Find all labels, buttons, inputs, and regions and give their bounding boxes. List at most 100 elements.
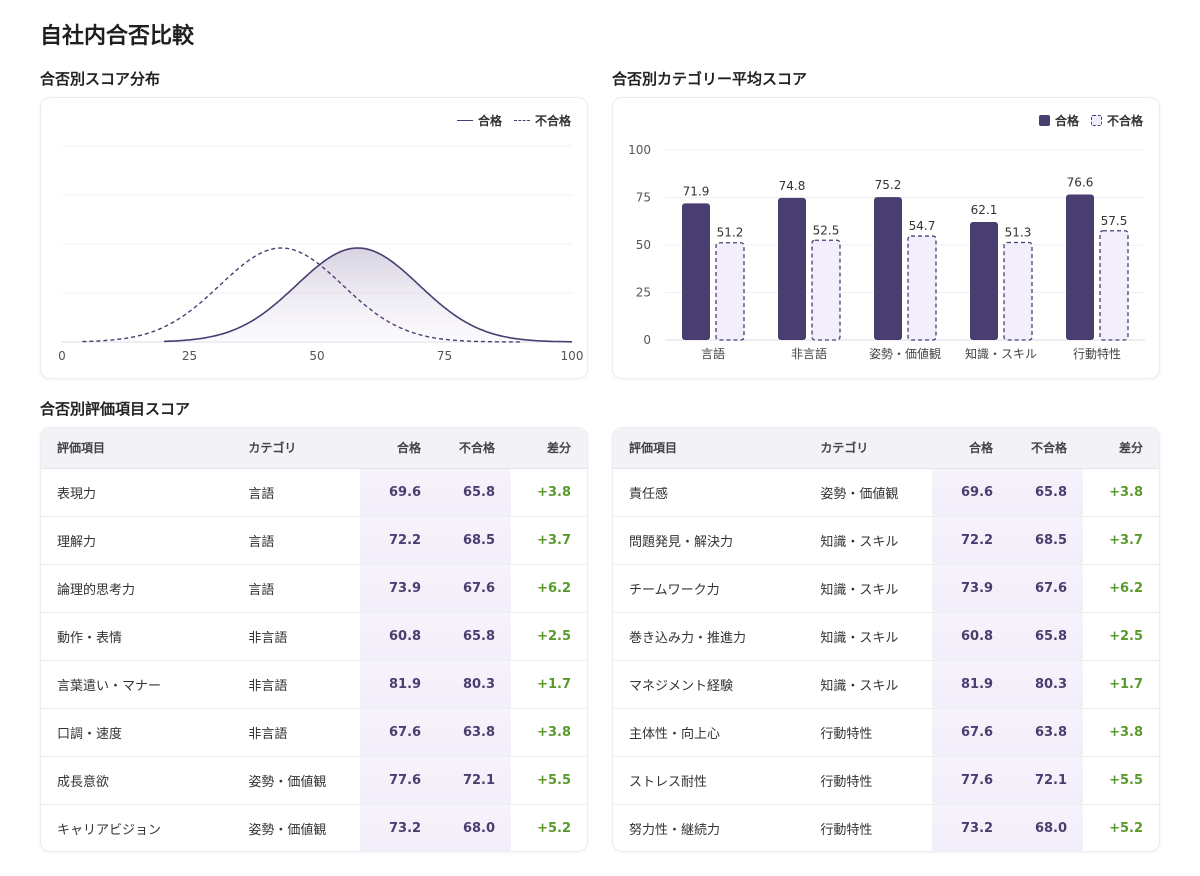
legend-item-fail[interactable]: 不合格 [513,112,571,129]
table-row: 理解力 言語 72.2 68.5 +3.7 [41,516,587,565]
bar-value-label-pass: 71.9 [683,184,710,198]
table-row: 表現力 言語 69.6 65.8 +3.8 [41,468,587,517]
header-diff[interactable]: 差分 [1083,428,1159,469]
header-pass[interactable]: 合格 [932,428,1010,469]
x-tick-label: 0 [58,349,66,363]
bar-legend-item-fail[interactable]: 不合格 [1090,112,1143,129]
header-fail[interactable]: 不合格 [1009,428,1084,469]
cell-pass: 81.9 [932,660,1010,709]
y-tick-label: 50 [636,238,651,252]
table-section-title: 合否別評価項目スコア [40,400,191,418]
bar-fail[interactable] [715,242,745,341]
cell-pass: 69.6 [360,468,438,517]
cell-fail: 68.5 [437,516,512,565]
filled-box-swatch-icon [1038,115,1050,126]
bar-pass[interactable] [778,197,806,340]
distribution-legend: 合格 不合格 [456,112,571,129]
cell-diff: +2.5 [1083,612,1159,661]
cell-pass: 73.9 [360,564,438,613]
legend-label-pass: 合格 [477,114,502,128]
bar-fail[interactable] [1003,241,1033,341]
cell-diff: +6.2 [1083,564,1159,613]
x-tick-label: 100 [561,349,584,363]
cell-category: 知識・スキル [804,564,933,613]
cell-pass: 77.6 [932,756,1010,805]
table-row: 巻き込み力・推進力 知識・スキル 60.8 65.8 +2.5 [613,612,1159,661]
cell-category: 言語 [232,564,361,613]
cell-category: 言語 [232,468,361,517]
table-row: キャリアビジョン 姿勢・価値観 73.2 68.0 +5.2 [41,804,587,851]
cell-item: 責任感 [613,468,805,517]
cell-item: マネジメント経験 [613,660,805,709]
cell-fail: 72.1 [437,756,512,805]
score-table-right-card: 評価項目 カテゴリ 合格 不合格 差分 責任感 姿勢・価値観 69.6 65.8 +3.… [612,427,1160,852]
cell-category: 行動特性 [820,822,873,838]
cell-pass: 73.9 [932,564,1010,613]
bar-legend-item-pass[interactable]: 合格 [1038,112,1079,129]
cell-pass: 67.6 [932,708,1010,757]
bar-fail[interactable] [1099,230,1129,341]
cell-diff: +5.5 [511,756,587,805]
page-title: 自社内合否比較 [40,24,195,49]
y-tick-label: 0 [643,333,651,347]
cell-diff: +5.2 [1109,820,1143,836]
bar-value-label-fail: 51.2 [717,226,744,240]
y-tick-label: 100 [628,143,651,157]
cell-pass: 81.9 [360,660,438,709]
bar-pass[interactable] [874,197,902,340]
legend-item-pass[interactable]: 合格 [456,112,502,129]
cell-item: 努力性・継続力 [629,822,721,838]
cell-fail: 67.6 [1009,564,1084,613]
bar-fail[interactable] [811,239,841,341]
x-tick-label: 75 [437,349,452,363]
bar-chart: 0 25 50 75 100 71.9 51.2 言語 74.8 52.5 非言語 75.2 54.7… [628,143,1145,361]
bar-value-label-fail: 51.3 [1005,226,1032,240]
bar-value-label-pass: 75.2 [875,178,902,192]
score-table-left: 評価項目 カテゴリ 合格 不合格 差分 表現力 言語 69.6 65.8 +3.8 理解力… [41,428,587,851]
cell-category: 知識・スキル [804,660,933,709]
bar-chart-card: 合格 不合格 0 25 50 75 100 71.9 51.2 言語 74.8 52.5 非言語 7… [612,97,1160,379]
table-header-row: 評価項目 カテゴリ 合格 不合格 差分 [613,428,1159,469]
cell-diff: +3.8 [511,468,587,517]
category-tick-label: 行動特性 [1073,346,1121,361]
cell-pass: 72.2 [360,516,438,565]
cell-diff: +3.7 [1083,516,1159,565]
cell-diff: +5.2 [537,820,571,836]
cell-fail: 65.8 [1009,468,1084,517]
bar-fail[interactable] [907,235,937,341]
header-pass[interactable]: 合格 [360,428,438,469]
cell-category: 知識・スキル [804,516,933,565]
cell-category: 姿勢・価値観 [248,822,327,838]
header-item[interactable]: 評価項目 [613,428,805,469]
dashed-box-swatch-icon [1090,115,1102,126]
bar-legend-label-pass: 合格 [1054,114,1079,128]
bar-section-title: 合否別カテゴリー平均スコア [612,70,808,88]
cell-pass: 60.8 [360,612,438,661]
bar-value-label-fail: 52.5 [813,223,840,237]
bar-legend-label-fail: 不合格 [1106,114,1143,128]
bar-legend: 合格 不合格 [1038,112,1143,129]
category-tick-label: 姿勢・価値観 [869,346,941,361]
header-diff[interactable]: 差分 [511,428,587,469]
cell-item: ストレス耐性 [613,756,805,805]
table-row: 口調・速度 非言語 67.6 63.8 +3.8 [41,708,587,757]
category-tick-label: 言語 [701,346,725,361]
header-category[interactable]: カテゴリ [232,428,361,469]
cell-diff: +2.5 [511,612,587,661]
table-row: 主体性・向上心 行動特性 67.6 63.8 +3.8 [613,708,1159,757]
bar-pass[interactable] [970,222,998,340]
fail-distribution-line [82,247,522,343]
header-category[interactable]: カテゴリ [804,428,933,469]
bar-value-label-pass: 74.8 [779,179,806,193]
header-fail[interactable]: 不合格 [437,428,512,469]
cell-item: キャリアビジョン [57,822,162,838]
solid-line-swatch-icon [456,120,473,121]
bar-pass[interactable] [1066,194,1094,340]
table-row: マネジメント経験 知識・スキル 81.9 80.3 +1.7 [613,660,1159,709]
header-item[interactable]: 評価項目 [41,428,233,469]
cell-item: 主体性・向上心 [613,708,805,757]
bar-value-label-fail: 54.7 [909,219,936,233]
table-row: 論理的思考力 言語 73.9 67.6 +6.2 [41,564,587,613]
cell-pass: 72.2 [932,516,1010,565]
bar-pass[interactable] [682,203,710,340]
